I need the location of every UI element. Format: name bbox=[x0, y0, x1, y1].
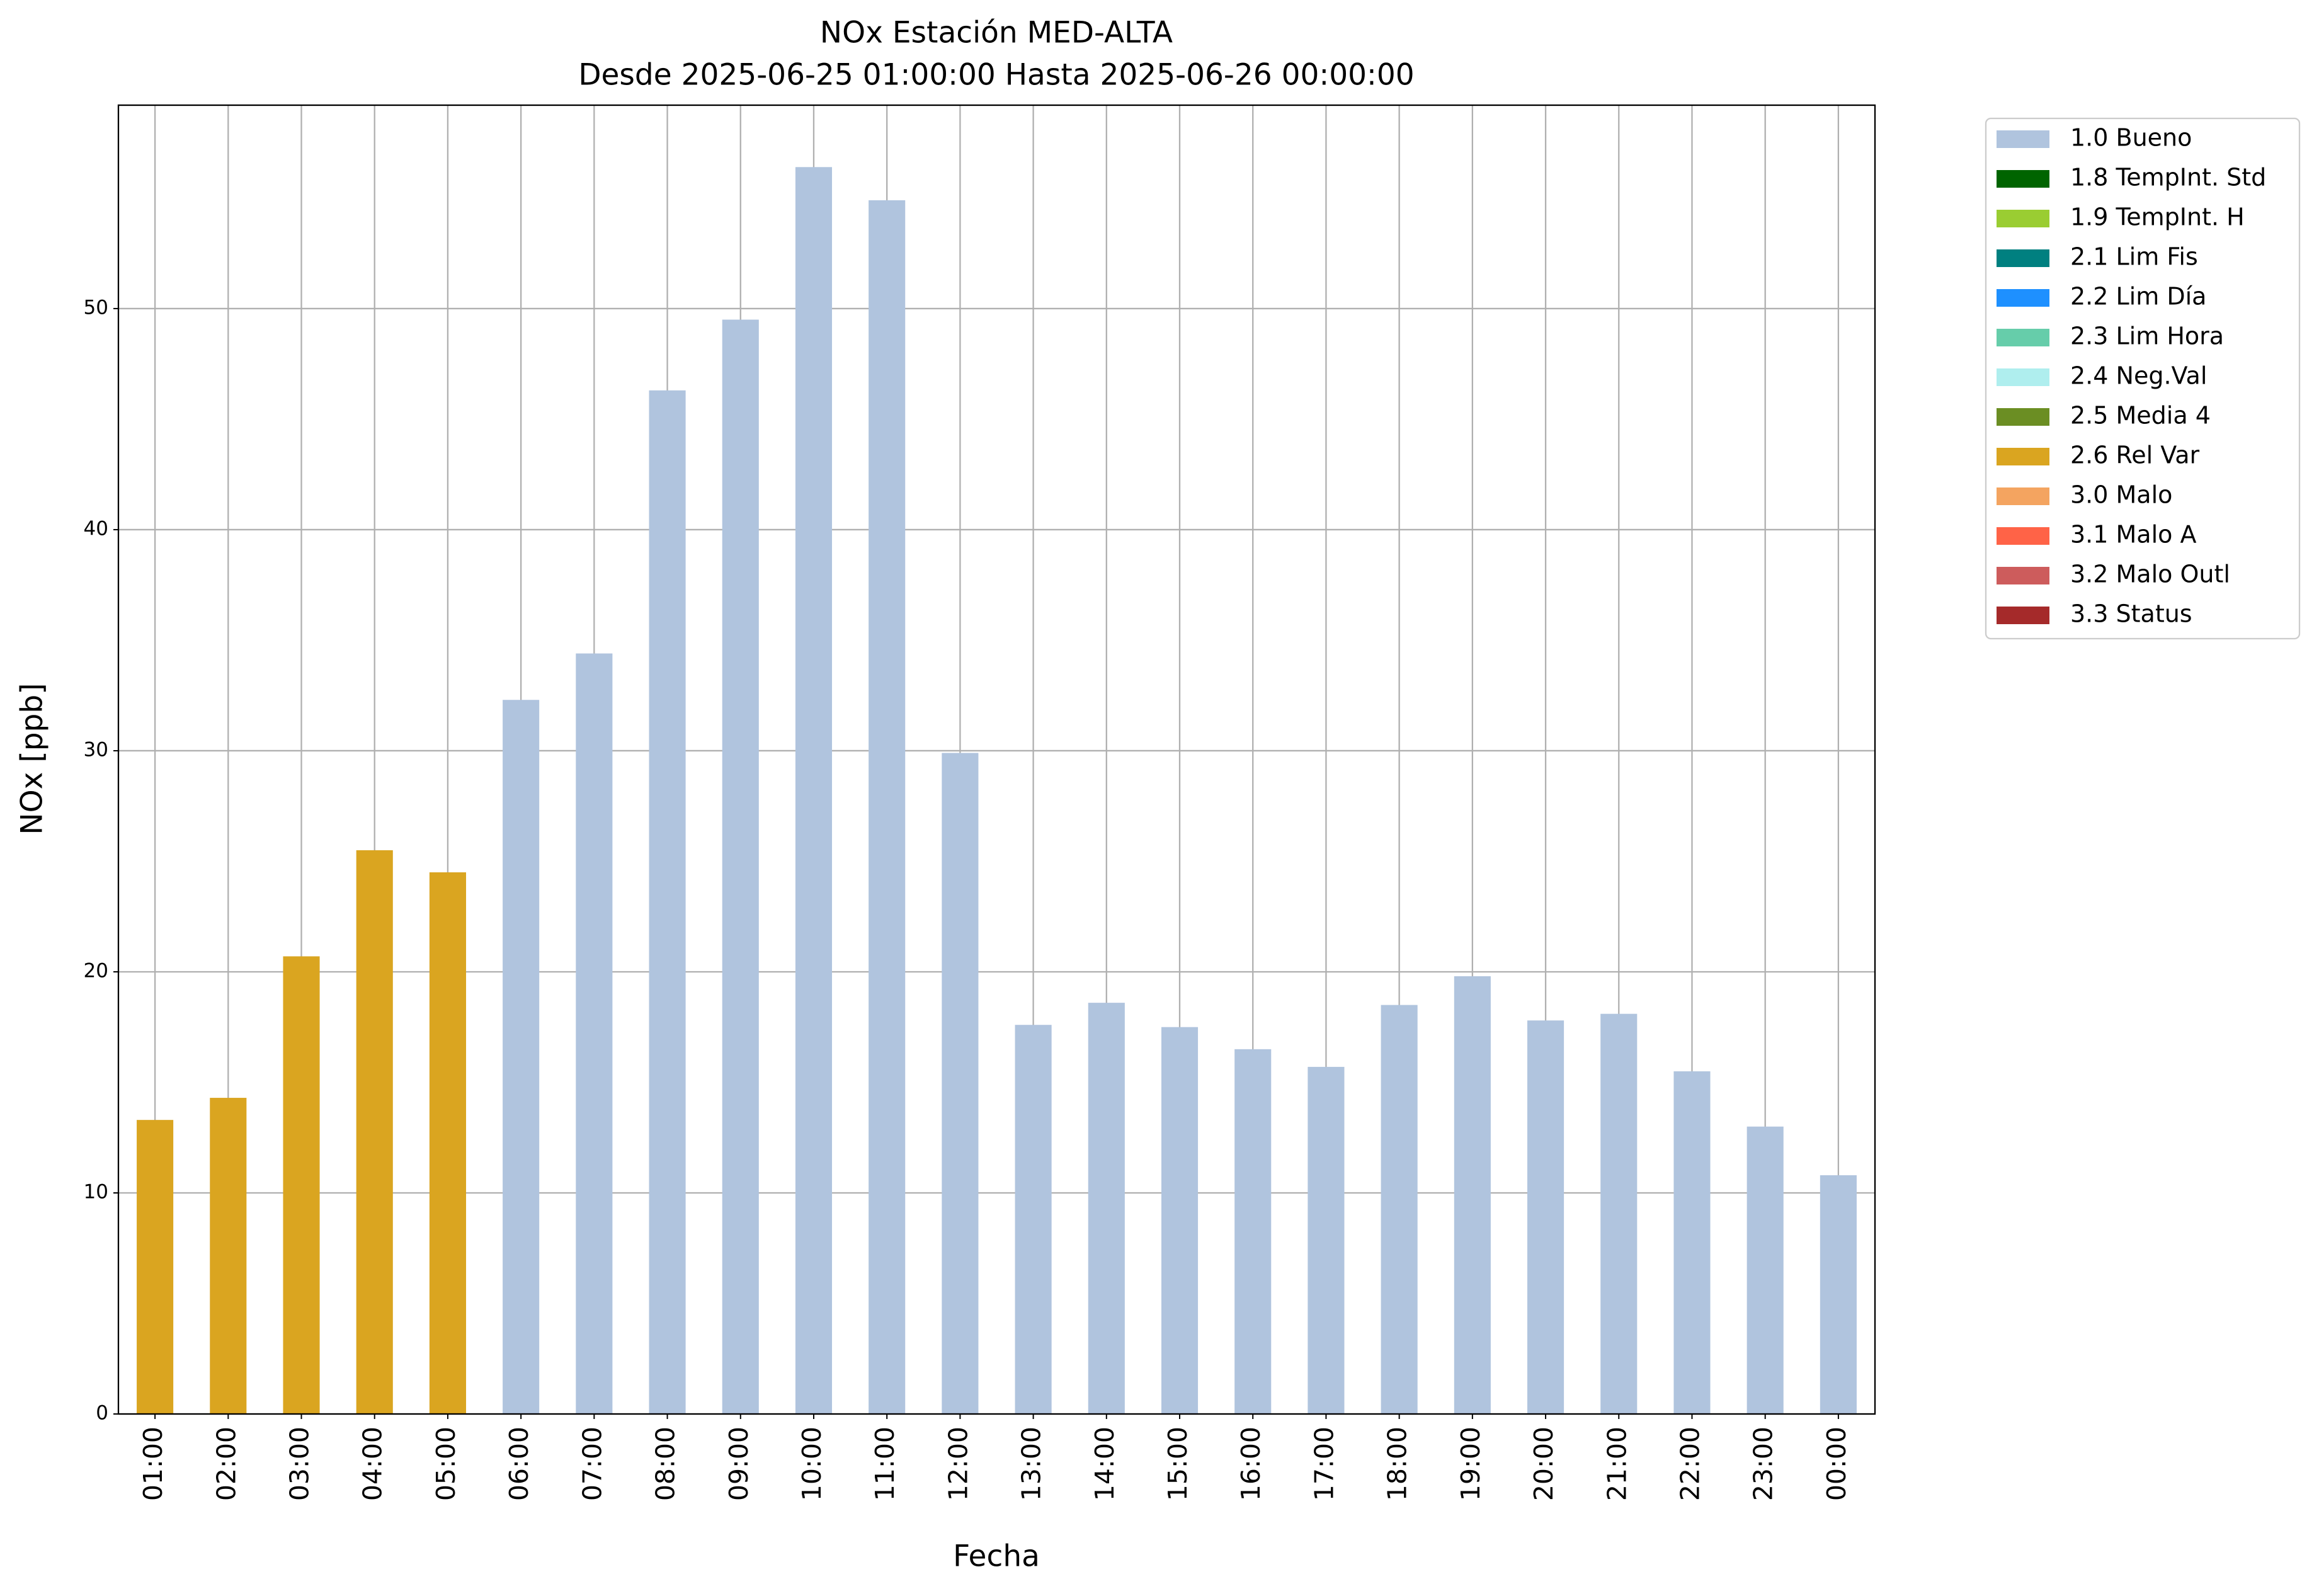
x-tick-label: 22:00 bbox=[1675, 1427, 1705, 1501]
x-tick-label: 17:00 bbox=[1309, 1427, 1339, 1501]
legend-box bbox=[1985, 117, 2301, 640]
bar bbox=[1308, 1066, 1345, 1414]
bar bbox=[722, 319, 759, 1414]
x-tick-label: 03:00 bbox=[285, 1427, 315, 1501]
legend-swatch bbox=[1997, 210, 2049, 227]
plot-frame bbox=[117, 104, 1876, 1415]
x-axis-label: Fecha bbox=[953, 1539, 1040, 1574]
legend-label: 2.2 Lim Día bbox=[2070, 283, 2206, 311]
x-tick-label: 11:00 bbox=[870, 1427, 900, 1501]
y-tick-label: 40 bbox=[84, 517, 108, 540]
legend-label: 1.9 TempInt. H bbox=[2070, 203, 2245, 231]
legend-swatch bbox=[1997, 368, 2049, 386]
legend-swatch bbox=[1997, 170, 2049, 188]
x-tick-label: 10:00 bbox=[797, 1427, 827, 1501]
bar bbox=[503, 700, 540, 1414]
x-tick-label: 09:00 bbox=[724, 1427, 754, 1501]
bar bbox=[283, 956, 320, 1414]
chart-title: NOx Estación MED-ALTA bbox=[820, 16, 1173, 50]
bar bbox=[1673, 1071, 1711, 1414]
bar bbox=[869, 200, 906, 1415]
x-tick-label: 01:00 bbox=[138, 1427, 168, 1501]
bar bbox=[942, 753, 979, 1414]
y-tick-label: 30 bbox=[84, 738, 108, 761]
legend-swatch bbox=[1997, 408, 2049, 426]
y-tick-label: 20 bbox=[84, 959, 108, 982]
legend-swatch bbox=[1997, 329, 2049, 346]
bar bbox=[210, 1098, 247, 1414]
legend-label: 3.0 Malo bbox=[2070, 481, 2172, 509]
x-tick-label: 13:00 bbox=[1017, 1427, 1047, 1501]
legend-label: 2.1 Lim Fis bbox=[2070, 243, 2198, 271]
y-tick-label: 0 bbox=[96, 1402, 108, 1425]
x-tick-label: 06:00 bbox=[504, 1427, 534, 1501]
legend-swatch bbox=[1997, 487, 2049, 505]
x-tick-label: 14:00 bbox=[1090, 1427, 1120, 1501]
x-tick-label: 19:00 bbox=[1456, 1427, 1486, 1501]
x-tick-label: 07:00 bbox=[577, 1427, 607, 1501]
x-tick-label: 20:00 bbox=[1529, 1427, 1559, 1501]
y-tick-label: 50 bbox=[84, 296, 108, 319]
bar bbox=[1600, 1013, 1638, 1414]
x-tick-label: 04:00 bbox=[358, 1427, 388, 1501]
y-tick-label: 10 bbox=[84, 1180, 108, 1203]
chart-subtitle: Desde 2025-06-25 01:00:00 Hasta 2025-06-… bbox=[578, 58, 1414, 93]
legend-label: 2.3 Lim Hora bbox=[2070, 322, 2224, 350]
x-tick-label: 15:00 bbox=[1163, 1427, 1193, 1501]
legend-label: 1.8 TempInt. Std bbox=[2070, 164, 2266, 191]
x-tick-label: 00:00 bbox=[1821, 1427, 1852, 1501]
bar bbox=[356, 850, 393, 1414]
bar bbox=[1527, 1020, 1564, 1414]
bar bbox=[1746, 1126, 1784, 1414]
x-tick-label: 08:00 bbox=[651, 1427, 681, 1501]
bar bbox=[795, 167, 833, 1414]
bar bbox=[1234, 1049, 1272, 1414]
legend-swatch bbox=[1997, 249, 2049, 267]
x-tick-label: 23:00 bbox=[1748, 1427, 1779, 1501]
x-tick-label: 05:00 bbox=[431, 1427, 461, 1501]
x-tick-label: 18:00 bbox=[1382, 1427, 1413, 1501]
bar bbox=[1381, 1005, 1418, 1414]
legend-label: 3.2 Malo Outl bbox=[2070, 561, 2230, 588]
legend-label: 3.1 Malo A bbox=[2070, 521, 2196, 549]
bar bbox=[576, 653, 613, 1414]
legend-swatch bbox=[1997, 607, 2049, 624]
legend-swatch bbox=[1997, 527, 2049, 545]
bar bbox=[137, 1120, 174, 1414]
bar bbox=[1820, 1175, 1857, 1414]
legend-label: 1.0 Bueno bbox=[2070, 124, 2192, 152]
bar bbox=[649, 390, 686, 1415]
legend-label: 2.6 Rel Var bbox=[2070, 442, 2200, 469]
bar bbox=[1088, 1003, 1125, 1414]
bar bbox=[1161, 1027, 1199, 1414]
x-tick-label: 12:00 bbox=[943, 1427, 973, 1501]
legend-label: 2.5 Media 4 bbox=[2070, 402, 2211, 430]
y-axis-label: NOx [ppb] bbox=[15, 683, 50, 835]
legend-swatch bbox=[1997, 448, 2049, 465]
legend-label: 2.4 Neg.Val bbox=[2070, 362, 2207, 390]
legend-swatch bbox=[1997, 289, 2049, 307]
bar bbox=[1454, 976, 1491, 1414]
bars bbox=[137, 167, 1857, 1415]
x-tick-label: 16:00 bbox=[1236, 1427, 1266, 1501]
legend-label: 3.3 Status bbox=[2070, 600, 2192, 628]
x-tick-label: 02:00 bbox=[211, 1427, 241, 1501]
x-tick-label: 21:00 bbox=[1602, 1427, 1632, 1501]
legend-swatch bbox=[1997, 567, 2049, 584]
bar bbox=[429, 872, 466, 1414]
bar bbox=[1015, 1025, 1052, 1414]
legend-swatch bbox=[1997, 130, 2049, 148]
